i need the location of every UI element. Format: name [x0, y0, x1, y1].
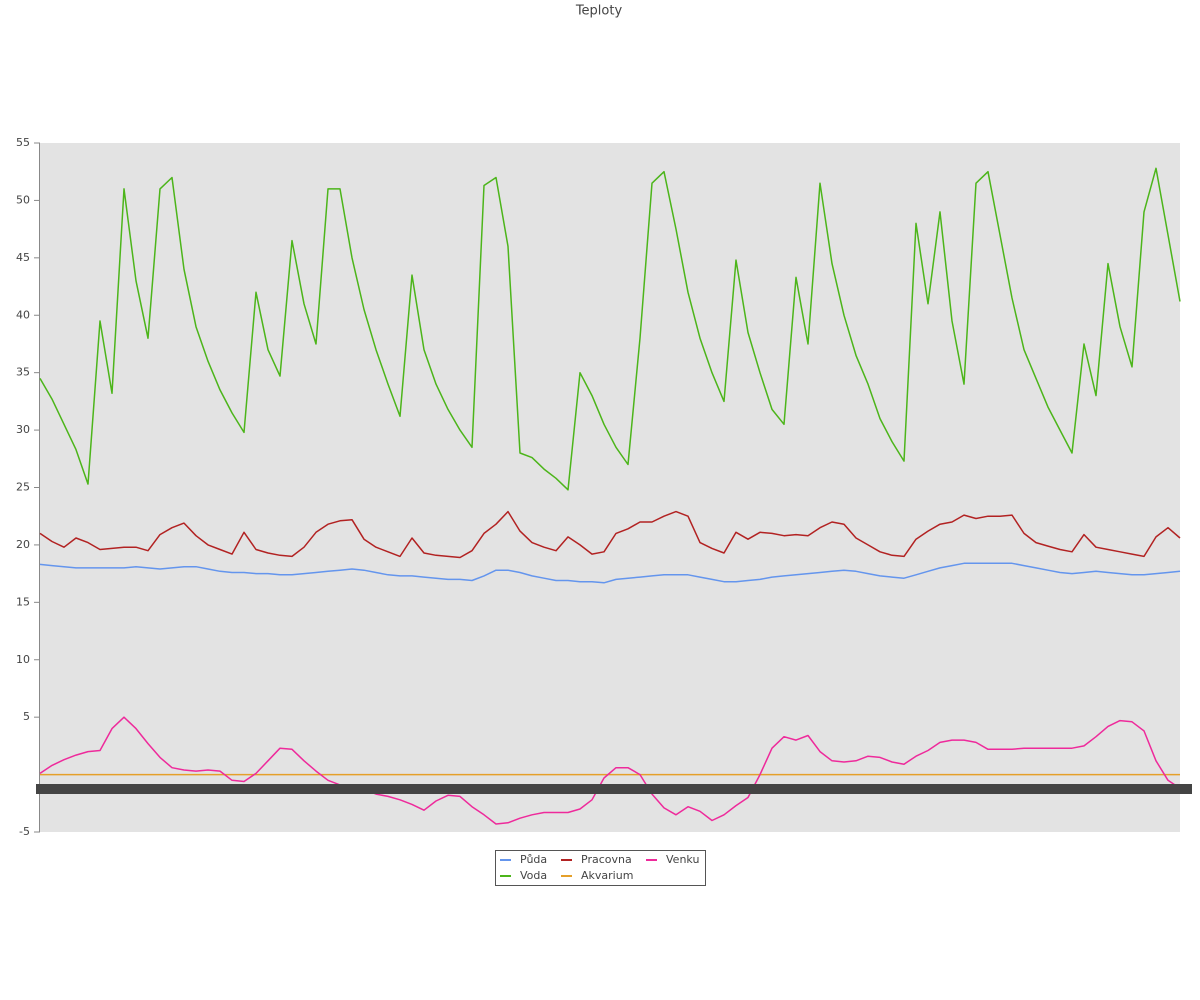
y-tick-label: 20	[16, 538, 30, 551]
y-tick-label: 25	[16, 481, 30, 494]
y-tick-label: 15	[16, 595, 30, 608]
series-line	[39, 510, 1181, 559]
x-tick-labels-overlap	[36, 784, 1192, 794]
y-tick-label: 10	[16, 653, 30, 666]
series-line	[39, 716, 1181, 825]
y-tick-label: 45	[16, 251, 30, 264]
legend-items: Půda Voda Pracovna Akvarium Venku	[500, 853, 699, 882]
y-tick-label: 55	[16, 136, 30, 149]
y-tick-label: 5	[23, 710, 30, 723]
y-tick-label: -5	[19, 825, 30, 838]
chart-title: Teploty	[575, 4, 623, 19]
legend-label: Pracovna	[581, 853, 632, 866]
legend-label: Venku	[666, 853, 699, 866]
y-tick-label: 50	[16, 193, 30, 206]
series-line	[39, 562, 1181, 584]
y-tick-label: 30	[16, 423, 30, 436]
legend-label: Akvarium	[581, 869, 633, 882]
legend	[495, 850, 706, 886]
y-tick-label: 40	[16, 308, 30, 321]
legend-label: Voda	[520, 869, 547, 882]
lines	[39, 167, 1181, 825]
plot-area	[40, 143, 1180, 832]
ticks: -5 5 10 15 20 25 30 35 40 45 50 55	[16, 136, 40, 838]
series-line	[39, 167, 1181, 491]
y-tick-label: 35	[16, 366, 30, 379]
legend-label: Půda	[520, 853, 547, 866]
